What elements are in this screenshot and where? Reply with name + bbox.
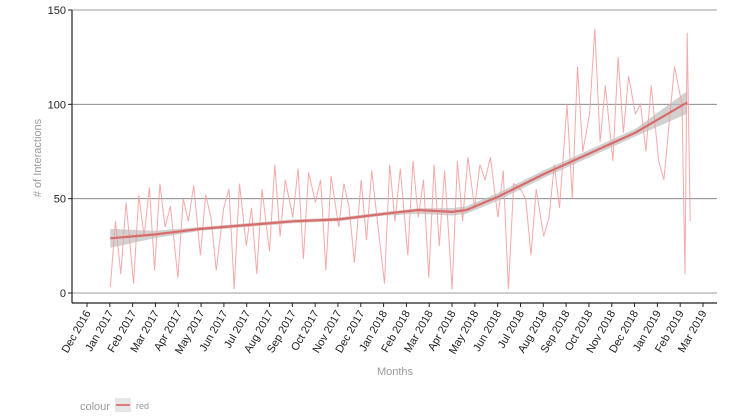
raw-series-layer xyxy=(109,28,691,290)
trend-line xyxy=(110,101,688,240)
y-tick-label: 50 xyxy=(54,194,66,206)
axes xyxy=(71,10,717,304)
y-axis-ticks: 0 50 100 150 xyxy=(48,5,72,300)
y-tick-label: 0 xyxy=(60,288,66,300)
y-axis-title: # of Interactions xyxy=(32,118,44,197)
legend-item-label: red xyxy=(136,401,149,411)
legend-title: colour xyxy=(80,401,110,413)
trend-series-layer xyxy=(110,101,688,240)
legend: colour red xyxy=(80,398,149,413)
raw-series-line xyxy=(109,28,691,290)
trend-confidence-band xyxy=(110,91,688,248)
y-tick-label: 100 xyxy=(48,99,66,111)
confidence-band xyxy=(110,91,688,248)
y-tick-label: 150 xyxy=(48,5,66,17)
x-axis-title: Months xyxy=(377,366,414,378)
grid-lines xyxy=(72,9,717,294)
